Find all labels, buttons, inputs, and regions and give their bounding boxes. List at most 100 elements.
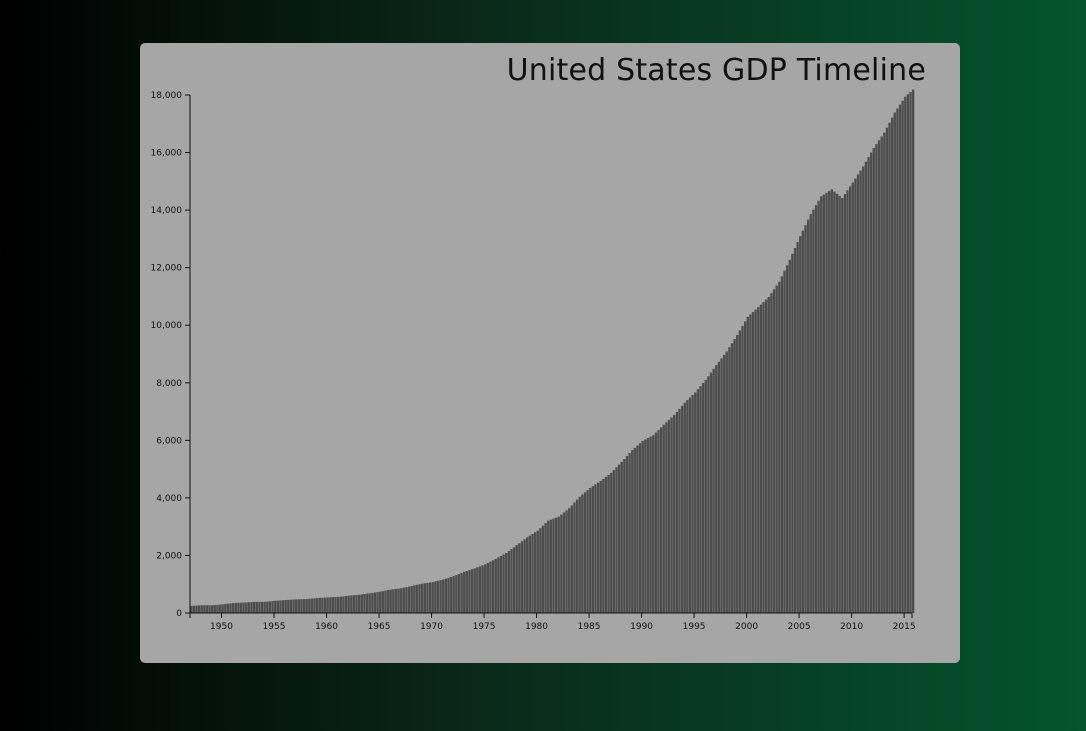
bar[interactable] — [418, 584, 421, 613]
bar[interactable] — [694, 392, 697, 613]
bar[interactable] — [806, 219, 810, 613]
bar[interactable] — [379, 591, 382, 613]
bar[interactable] — [444, 578, 447, 613]
bar[interactable] — [274, 600, 277, 613]
bar[interactable] — [266, 601, 269, 613]
bar[interactable] — [541, 525, 545, 613]
bar[interactable] — [709, 372, 713, 613]
bar[interactable] — [896, 108, 899, 613]
bar[interactable] — [560, 514, 563, 613]
bar[interactable] — [302, 599, 306, 613]
bar[interactable] — [583, 492, 587, 613]
bar[interactable] — [875, 144, 878, 613]
bar[interactable] — [722, 354, 726, 613]
bar[interactable] — [610, 472, 613, 613]
bar[interactable] — [675, 411, 679, 613]
bar[interactable] — [654, 432, 658, 613]
bar[interactable] — [759, 304, 763, 613]
bar[interactable] — [817, 200, 820, 613]
bar[interactable] — [841, 198, 844, 613]
bar[interactable] — [350, 595, 353, 613]
bar[interactable] — [701, 383, 705, 613]
bar[interactable] — [717, 361, 721, 613]
bar[interactable] — [686, 400, 689, 613]
bar[interactable] — [762, 302, 765, 613]
bar[interactable] — [352, 595, 356, 613]
bar[interactable] — [754, 309, 757, 613]
bar[interactable] — [604, 476, 608, 613]
bar[interactable] — [557, 516, 560, 613]
bar[interactable] — [276, 600, 279, 613]
bar[interactable] — [636, 445, 639, 613]
bar[interactable] — [455, 575, 458, 613]
bar[interactable] — [649, 436, 652, 613]
bar[interactable] — [625, 456, 629, 613]
bar[interactable] — [533, 532, 537, 613]
bar[interactable] — [439, 580, 442, 613]
bar[interactable] — [373, 592, 377, 614]
bar[interactable] — [906, 94, 910, 614]
bar[interactable] — [575, 499, 579, 613]
bar[interactable] — [830, 189, 833, 613]
bar[interactable] — [599, 480, 602, 613]
bar[interactable] — [838, 195, 841, 613]
bar[interactable] — [749, 314, 752, 613]
bar[interactable] — [554, 517, 558, 613]
bar[interactable] — [468, 570, 471, 613]
bar[interactable] — [323, 597, 327, 613]
bar[interactable] — [239, 602, 243, 613]
bar[interactable] — [743, 321, 747, 613]
bar[interactable] — [381, 591, 384, 613]
bar[interactable] — [497, 557, 500, 613]
bar[interactable] — [308, 598, 311, 613]
bar[interactable] — [476, 567, 479, 613]
bar[interactable] — [297, 599, 300, 613]
bar[interactable] — [452, 576, 455, 613]
bar[interactable] — [775, 285, 778, 613]
bar[interactable] — [615, 467, 618, 613]
bar[interactable] — [859, 170, 862, 613]
bar[interactable] — [602, 478, 605, 613]
bar[interactable] — [901, 100, 904, 614]
bar[interactable] — [253, 601, 256, 613]
bar[interactable] — [644, 439, 647, 613]
bar[interactable] — [670, 417, 673, 613]
bar[interactable] — [394, 588, 398, 613]
bar[interactable] — [880, 136, 883, 613]
bar[interactable] — [796, 242, 799, 614]
bar[interactable] — [247, 602, 251, 613]
bar[interactable] — [292, 599, 295, 613]
bar[interactable] — [617, 464, 621, 613]
bar[interactable] — [736, 335, 739, 613]
bar[interactable] — [691, 394, 694, 613]
bar[interactable] — [846, 190, 849, 613]
bar[interactable] — [770, 293, 773, 613]
bar[interactable] — [667, 419, 671, 613]
bar[interactable] — [862, 166, 865, 613]
bar[interactable] — [368, 593, 371, 613]
bar[interactable] — [628, 453, 631, 613]
bar[interactable] — [904, 96, 907, 614]
bar[interactable] — [205, 605, 209, 613]
bar[interactable] — [680, 405, 684, 613]
bar[interactable] — [820, 196, 823, 614]
bar[interactable] — [442, 579, 445, 613]
bar[interactable] — [539, 528, 542, 613]
bar[interactable] — [510, 549, 513, 613]
bar[interactable] — [730, 343, 734, 613]
bar[interactable] — [410, 585, 413, 613]
bar[interactable] — [801, 230, 805, 613]
bar[interactable] — [827, 191, 831, 613]
bar[interactable] — [767, 297, 770, 613]
bar[interactable] — [523, 539, 526, 613]
bar[interactable] — [804, 225, 807, 613]
bar[interactable] — [436, 580, 440, 613]
bar[interactable] — [190, 605, 193, 613]
bar[interactable] — [712, 368, 715, 613]
bar[interactable] — [688, 397, 692, 613]
bar[interactable] — [869, 152, 873, 613]
bar[interactable] — [486, 563, 489, 613]
bar[interactable] — [326, 597, 329, 613]
bar[interactable] — [683, 402, 686, 613]
bar[interactable] — [287, 599, 290, 613]
